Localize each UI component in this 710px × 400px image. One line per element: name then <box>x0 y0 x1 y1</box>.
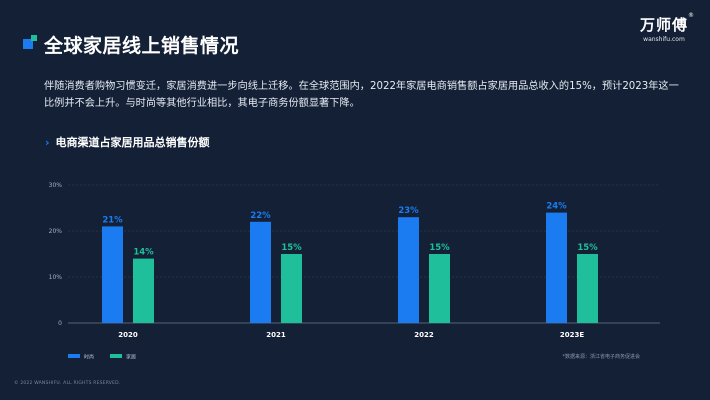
chevron-right-icon: › <box>45 136 50 149</box>
legend-label: 时尚 <box>84 354 94 361</box>
y-tick-label: 10% <box>49 274 63 281</box>
copyright-footer: © 2022 WANSHIFU. ALL RIGHTS RESERVED. <box>14 381 121 386</box>
logo-name: 万师傅 <box>639 16 688 34</box>
bar-home <box>577 254 598 323</box>
y-tick-label: 20% <box>49 228 63 235</box>
data-label: 24% <box>546 202 567 212</box>
data-label: 22% <box>250 211 271 221</box>
x-tick-label: 2020 <box>118 331 138 339</box>
bar-fashion <box>250 221 271 323</box>
source-note: *数据来源：浙江省电子商务促进会 <box>562 354 640 360</box>
data-label: 15% <box>577 243 598 253</box>
legend-swatch <box>110 354 122 358</box>
data-label: 23% <box>398 206 419 216</box>
logo-url: wanshifu.com <box>643 36 685 43</box>
logo-registered-mark: ® <box>688 12 694 19</box>
y-tick-label: 30% <box>49 182 63 189</box>
x-tick-label: 2023E <box>560 331 584 339</box>
section-title: 电商渠道占家居用品总销售份额 <box>55 136 210 149</box>
title-accent-icon <box>23 35 37 49</box>
bar-fashion <box>102 226 123 323</box>
data-label: 21% <box>102 215 123 225</box>
bar-chart: 0 10% 20% 30% 21% 14% 2020 22% 15% 2021 23% 15% 2022… <box>49 182 660 361</box>
bar-home <box>281 254 302 323</box>
bar-fashion <box>546 212 567 323</box>
chart-section-heading: › 电商渠道占家居用品总销售份额 <box>45 134 210 150</box>
data-label: 15% <box>281 243 302 253</box>
bar-home <box>429 254 450 323</box>
y-tick-label: 0 <box>58 320 62 327</box>
brand-logo: 万师傅 wanshifu.com ® <box>639 12 694 43</box>
x-tick-label: 2021 <box>266 331 286 339</box>
x-tick-label: 2022 <box>414 331 434 339</box>
data-label: 15% <box>429 243 450 253</box>
bar-fashion <box>398 217 419 323</box>
data-label: 14% <box>133 248 154 258</box>
legend-swatch <box>68 354 80 358</box>
intro-paragraph: 伴随消费者购物习惯变迁，家居消费进一步向线上迁移。在全球范围内，2022年家居电… <box>44 81 679 109</box>
legend-label: 家居 <box>126 354 136 361</box>
bar-home <box>133 258 154 323</box>
page-title: 全球家居线上销售情况 <box>44 35 240 57</box>
